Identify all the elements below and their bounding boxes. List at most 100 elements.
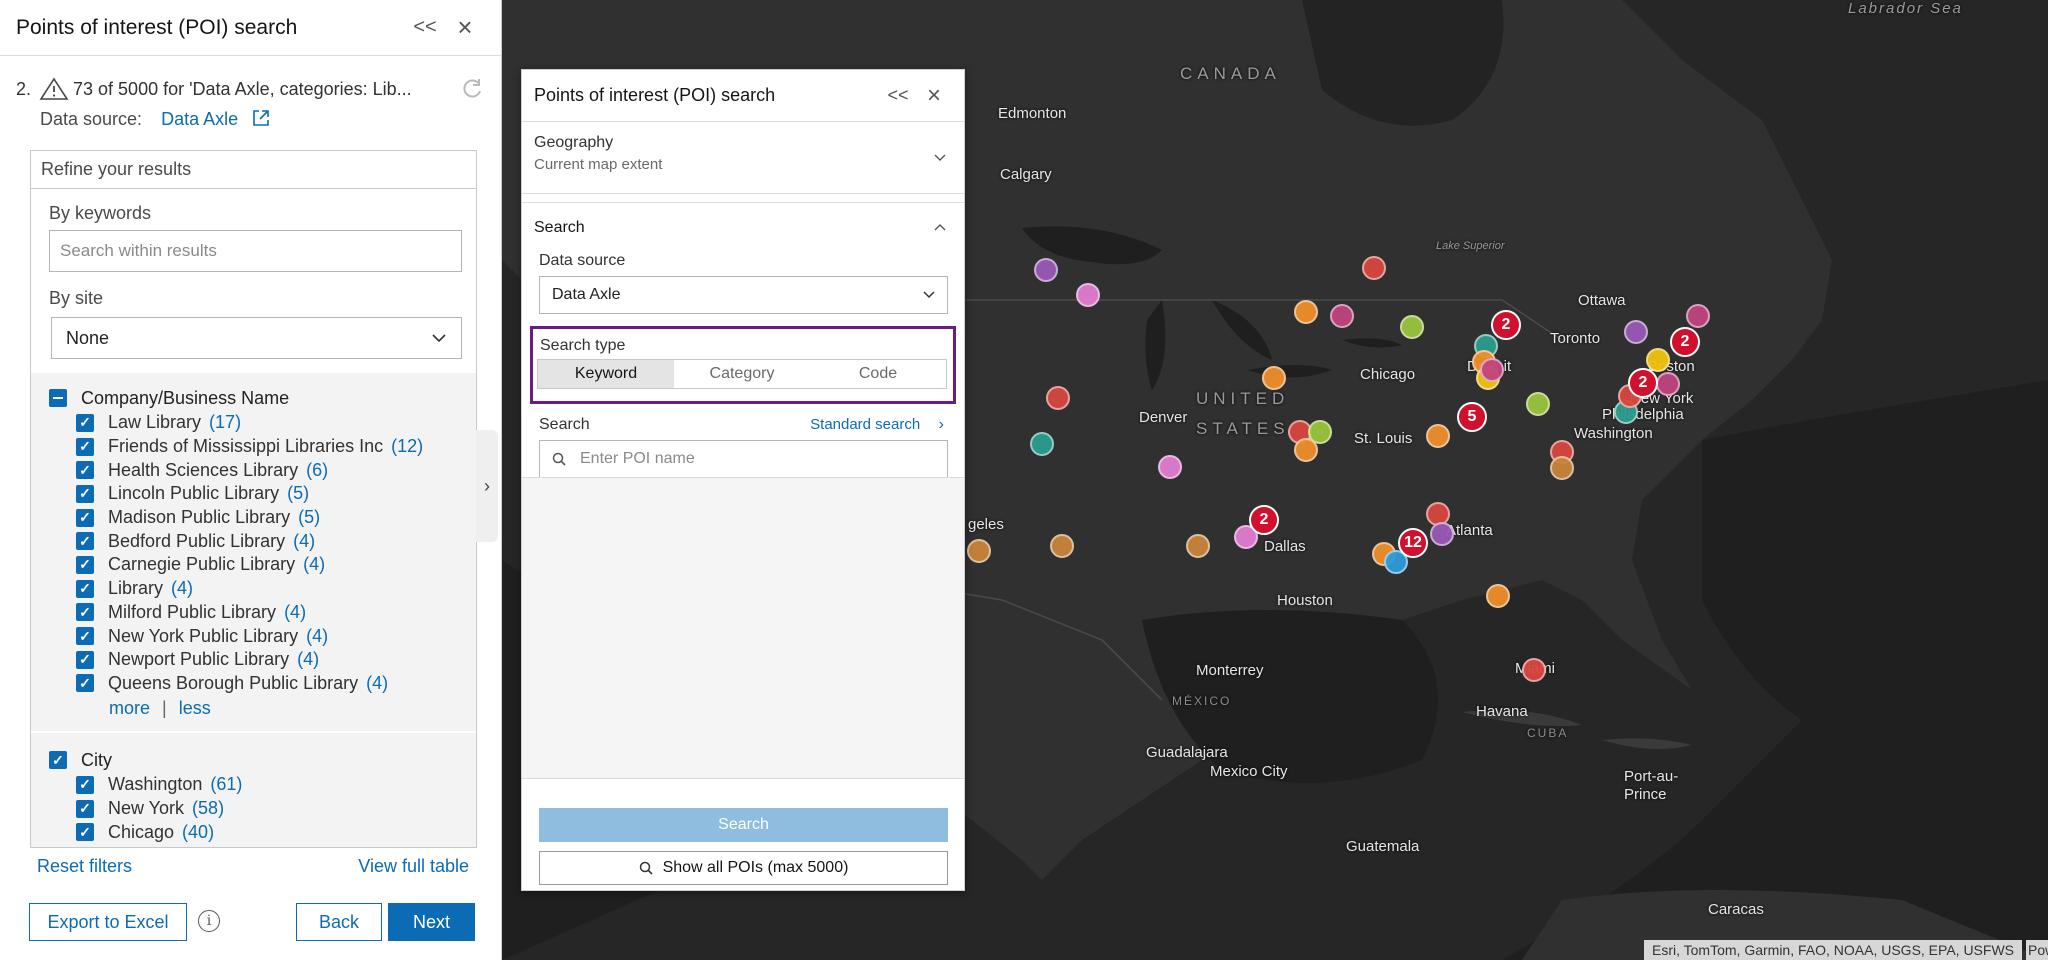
poi-marker[interactable] <box>1262 366 1286 390</box>
poi-marker[interactable] <box>1550 456 1574 480</box>
search-type-keyword[interactable]: Keyword <box>538 360 674 388</box>
poi-marker[interactable] <box>1430 522 1454 546</box>
checkbox-checked[interactable]: ✓ <box>76 555 94 574</box>
poi-name-search-input[interactable]: Enter POI name <box>539 440 948 478</box>
checkbox-checked[interactable]: ✓ <box>76 823 94 842</box>
checkbox-checked[interactable]: ✓ <box>76 603 94 622</box>
search-section-header[interactable]: Search <box>522 202 964 250</box>
poi-marker[interactable] <box>1656 372 1680 396</box>
checkbox-checked[interactable]: ✓ <box>76 532 94 551</box>
show-all-pois-button[interactable]: Show all POIs (max 5000) <box>539 851 948 885</box>
poi-marker[interactable] <box>1034 258 1058 282</box>
filter-item[interactable]: ✓ Madison Public Library (5) <box>31 506 476 530</box>
filter-item[interactable]: ✓ Queens Borough Public Library (4) <box>31 672 476 696</box>
info-icon[interactable]: i <box>198 910 220 932</box>
checkbox-checked[interactable]: ✓ <box>76 627 94 646</box>
data-source-select[interactable]: Data Axle <box>539 276 948 314</box>
poi-marker[interactable] <box>1294 300 1318 324</box>
geography-section[interactable]: Geography Current map extent <box>522 122 964 194</box>
powered-by-attribution[interactable]: Pow <box>2026 940 2048 960</box>
data-source-link[interactable]: Data Axle <box>161 109 239 129</box>
close-panel-button[interactable]: × <box>445 8 485 48</box>
map-attribution[interactable]: Esri, TomTom, Garmin, FAO, NOAA, USGS, E… <box>1644 940 2022 960</box>
poi-marker[interactable] <box>1624 320 1648 344</box>
filter-item[interactable]: ✓ New York Public Library (4) <box>31 624 476 648</box>
float-panel-title: Points of interest (POI) search <box>534 85 776 105</box>
checkbox-checked[interactable]: ✓ <box>76 775 94 794</box>
checkbox-checked[interactable]: ✓ <box>76 650 94 669</box>
expand-panel-tab[interactable]: › <box>476 430 498 542</box>
next-button[interactable]: Next <box>388 903 475 941</box>
cluster-marker[interactable]: 2 <box>1628 368 1658 398</box>
back-button[interactable]: Back <box>296 903 382 941</box>
search-type-category[interactable]: Category <box>709 365 775 382</box>
standard-search-link[interactable]: Standard search <box>810 416 921 433</box>
poi-marker[interactable] <box>1480 358 1504 382</box>
poi-marker[interactable] <box>1426 424 1450 448</box>
poi-marker[interactable] <box>1076 283 1100 307</box>
filter-item[interactable]: ✓ New York (58) <box>31 797 476 821</box>
close-float-panel-button[interactable]: × <box>916 76 952 116</box>
checkbox-checked[interactable]: ✓ <box>76 484 94 503</box>
filter-item[interactable]: ✓ Health Sciences Library (6) <box>31 458 476 482</box>
checkbox-checked[interactable]: ✓ <box>76 437 94 456</box>
filter-item[interactable]: ✓ Law Library (17) <box>31 411 476 435</box>
cluster-marker[interactable]: 2 <box>1249 505 1279 535</box>
checkbox-checked[interactable]: ✓ <box>49 751 67 769</box>
poi-marker[interactable] <box>1400 315 1424 339</box>
cluster-marker[interactable]: 12 <box>1398 528 1428 558</box>
poi-marker[interactable] <box>967 539 991 563</box>
poi-marker[interactable] <box>1486 584 1510 608</box>
indeterminate-checkbox[interactable] <box>49 389 67 407</box>
poi-marker[interactable] <box>1522 658 1546 682</box>
poi-marker[interactable] <box>1330 304 1354 328</box>
view-full-table-link[interactable]: View full table <box>358 856 469 876</box>
cluster-marker[interactable]: 5 <box>1457 402 1487 432</box>
reset-filters-link[interactable]: Reset filters <box>37 856 133 876</box>
filter-item[interactable]: ✓ Los Angeles (34) <box>31 844 476 847</box>
poi-marker[interactable] <box>1046 386 1070 410</box>
poi-marker[interactable] <box>1050 534 1074 558</box>
checkbox-checked[interactable]: ✓ <box>76 579 94 598</box>
filter-item[interactable]: ✓ Carnegie Public Library (4) <box>31 553 476 577</box>
collapse-panel-button[interactable]: << <box>405 8 445 48</box>
checkbox-checked[interactable]: ✓ <box>76 799 94 818</box>
cluster-marker[interactable]: 2 <box>1491 310 1521 340</box>
poi-marker[interactable] <box>1158 455 1182 479</box>
checkbox-checked[interactable]: ✓ <box>76 508 94 527</box>
company-group-header[interactable]: Company/Business Name <box>31 385 476 411</box>
poi-marker[interactable] <box>1294 438 1318 462</box>
export-to-excel-button[interactable]: Export to Excel <box>29 903 187 941</box>
external-link-icon[interactable] <box>251 108 271 128</box>
checkbox-checked[interactable]: ✓ <box>76 461 94 480</box>
checkbox-checked[interactable]: ✓ <box>76 413 94 432</box>
filter-item[interactable]: ✓ Bedford Public Library (4) <box>31 529 476 553</box>
filter-item[interactable]: ✓ Chicago (40) <box>31 820 476 844</box>
poi-marker[interactable] <box>1362 256 1386 280</box>
search-within-results-input[interactable]: Search within results <box>49 230 462 272</box>
cluster-marker[interactable]: 2 <box>1670 327 1700 357</box>
search-button[interactable]: Search <box>539 808 948 842</box>
filter-item[interactable]: ✓ Newport Public Library (4) <box>31 648 476 672</box>
site-select[interactable]: None <box>51 317 462 359</box>
collapse-float-panel-button[interactable]: << <box>880 76 916 116</box>
refresh-icon[interactable] <box>459 76 485 102</box>
checkbox-checked[interactable]: ✓ <box>76 846 94 847</box>
filter-item[interactable]: ✓ Washington (61) <box>31 773 476 797</box>
poi-marker[interactable] <box>1686 304 1710 328</box>
filter-item[interactable]: ✓ Friends of Mississippi Libraries Inc (12… <box>31 435 476 459</box>
more-link[interactable]: more <box>109 697 151 718</box>
poi-marker[interactable] <box>1030 432 1054 456</box>
filter-item[interactable]: ✓ Milford Public Library (4) <box>31 601 476 625</box>
poi-marker[interactable] <box>1646 348 1670 372</box>
city-group-header[interactable]: ✓ City <box>31 747 476 773</box>
filter-item[interactable]: ✓ Lincoln Public Library (5) <box>31 482 476 506</box>
standard-search-link-wrap[interactable]: Standard search › <box>810 416 944 434</box>
poi-marker[interactable] <box>1526 392 1550 416</box>
search-type-code[interactable]: Code <box>858 365 898 382</box>
filter-item[interactable]: ✓ Library (4) <box>31 577 476 601</box>
poi-marker[interactable] <box>1186 534 1210 558</box>
checkbox-checked[interactable]: ✓ <box>76 674 94 693</box>
poi-marker[interactable] <box>1308 420 1332 444</box>
less-link[interactable]: less <box>178 697 211 718</box>
